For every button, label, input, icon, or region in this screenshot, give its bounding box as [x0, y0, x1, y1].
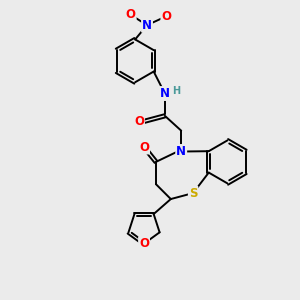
Text: N: N	[142, 19, 152, 32]
Text: O: O	[139, 237, 149, 250]
Text: O: O	[126, 8, 136, 21]
Text: O: O	[134, 115, 144, 128]
Text: N: N	[160, 87, 170, 100]
Text: O: O	[161, 10, 171, 23]
Text: O: O	[139, 140, 149, 154]
Text: S: S	[189, 187, 197, 200]
Text: N: N	[176, 145, 186, 158]
Text: H: H	[172, 86, 180, 96]
